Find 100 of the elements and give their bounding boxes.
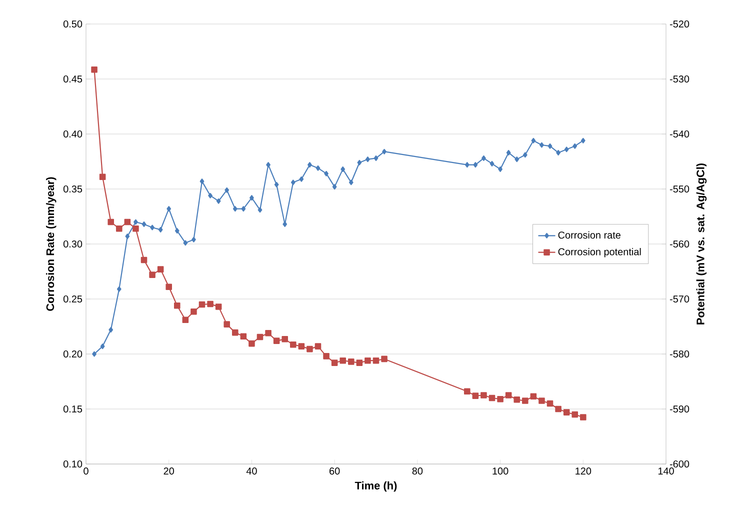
point	[546, 400, 554, 407]
point	[482, 155, 486, 161]
x-tick-label: 20	[164, 468, 174, 475]
point	[174, 302, 180, 309]
point	[240, 333, 247, 340]
y2-tick-label: -560	[670, 240, 690, 248]
point	[514, 156, 520, 162]
y2-tick-label: -550	[670, 185, 690, 193]
point	[381, 356, 388, 362]
y-tick-label: 0.50	[63, 20, 82, 28]
point	[364, 357, 371, 364]
point	[505, 392, 512, 398]
y2-tick-label: -590	[670, 405, 690, 413]
point	[332, 184, 337, 190]
point	[182, 316, 189, 324]
point	[116, 225, 122, 232]
point	[372, 357, 380, 364]
x-tick-label: 80	[412, 468, 423, 475]
point	[190, 308, 197, 315]
x-axis-title: Time (h)	[354, 481, 397, 492]
point	[166, 206, 172, 212]
point	[556, 150, 560, 156]
point	[232, 206, 238, 212]
y2-tick-label: -600	[670, 460, 690, 468]
point	[488, 394, 496, 402]
point	[464, 162, 470, 168]
point	[208, 192, 212, 198]
point	[140, 256, 148, 264]
point	[472, 392, 479, 399]
point	[480, 392, 487, 398]
point	[198, 301, 206, 308]
point	[522, 398, 528, 404]
point	[256, 334, 264, 340]
point	[273, 338, 280, 344]
x-tick-label: 100	[492, 468, 508, 475]
point	[555, 406, 562, 412]
y-tick-label: 0.40	[63, 130, 82, 138]
point	[374, 155, 378, 161]
y2-axis-title: Potential (mV vs. sat. Ag/AgCl)	[696, 163, 707, 324]
point	[348, 180, 354, 186]
point	[149, 272, 156, 278]
point	[323, 353, 330, 360]
legend-label: Corrosion potential	[558, 248, 641, 258]
y-tick-label: 0.35	[63, 185, 82, 193]
point	[134, 219, 138, 225]
point	[299, 176, 304, 182]
point	[366, 156, 370, 162]
point	[522, 152, 528, 158]
point	[340, 166, 346, 172]
point	[540, 142, 544, 148]
point	[572, 143, 578, 149]
point	[232, 329, 238, 336]
point	[490, 160, 494, 166]
point	[108, 218, 114, 226]
point	[150, 224, 154, 230]
point	[207, 300, 214, 308]
legend-label: Corrosion rate	[558, 231, 620, 239]
point	[580, 414, 586, 420]
point	[258, 207, 262, 213]
point	[116, 286, 122, 292]
point	[91, 66, 98, 73]
y-axis-title: Corrosion Rate (mm/year)	[46, 177, 56, 311]
point	[192, 236, 196, 242]
point	[348, 358, 354, 365]
point	[265, 330, 272, 336]
point	[224, 187, 230, 193]
x-tick-label: 60	[330, 468, 340, 475]
y-tick-label: 0.30	[63, 240, 82, 248]
point	[100, 344, 105, 350]
point	[464, 388, 470, 395]
point	[538, 398, 545, 404]
point	[564, 146, 569, 152]
point	[183, 240, 188, 246]
point	[142, 221, 146, 227]
point	[282, 336, 288, 342]
point	[314, 343, 322, 350]
point	[572, 411, 578, 418]
y-tick-label: 0.20	[63, 350, 82, 358]
point	[132, 225, 139, 232]
y2-tick-label: -520	[670, 20, 690, 28]
point	[316, 165, 320, 171]
point	[497, 396, 504, 402]
point	[340, 357, 346, 364]
point	[514, 396, 520, 403]
point	[298, 343, 305, 350]
point	[506, 150, 511, 156]
point	[498, 166, 502, 172]
point	[473, 162, 478, 168]
x-tick-label: 140	[658, 468, 674, 475]
point	[548, 143, 552, 149]
point	[99, 174, 106, 180]
point	[357, 160, 362, 166]
point	[308, 162, 312, 168]
point	[241, 206, 246, 212]
y-tick-label: 0.10	[63, 460, 82, 468]
y2-tick-label: -570	[670, 295, 690, 303]
point	[174, 228, 180, 234]
x-tick-label: 40	[246, 468, 257, 475]
point	[124, 218, 131, 226]
point	[158, 226, 163, 232]
